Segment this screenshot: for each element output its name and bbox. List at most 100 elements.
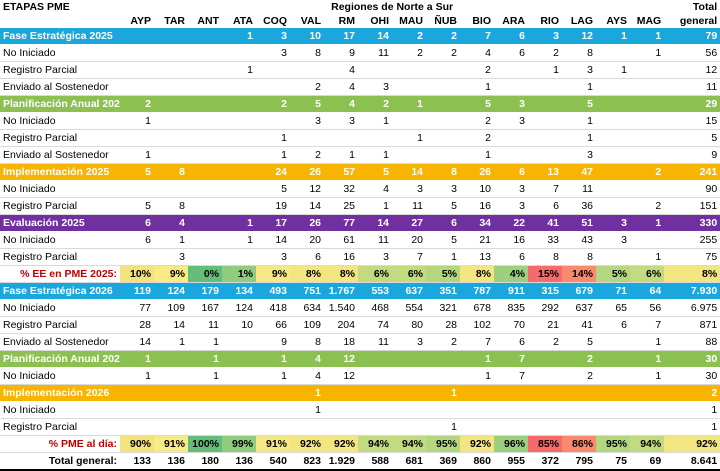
table-cell: 13: [528, 163, 562, 181]
column-header-ays: AYS: [606, 15, 627, 27]
table-cell: [392, 401, 426, 419]
table-cell: [426, 95, 460, 113]
row-label: Enviado al Sostenedor: [0, 333, 120, 351]
table-cell: 553: [358, 282, 392, 300]
table-cell: [528, 418, 562, 436]
table-cell: [154, 61, 188, 79]
table-cell: 77: [324, 214, 358, 232]
table-cell: [596, 350, 630, 368]
table-cell: [154, 384, 188, 402]
table-cell: 1: [426, 384, 460, 402]
table-cell: [596, 146, 630, 164]
table-cell: 3: [494, 112, 528, 130]
table-cell: 100%: [188, 435, 222, 453]
table-cell: 4%: [494, 265, 528, 283]
table-cell: 5: [120, 197, 154, 215]
table-cell: 17: [256, 214, 290, 232]
table-cell: 79: [664, 28, 720, 45]
table-cell: 2: [528, 44, 562, 62]
table-cell: [154, 78, 188, 96]
column-header-ñub: ÑUB: [434, 15, 457, 27]
table-cell: 94%: [358, 435, 392, 453]
table-row: Enviado al Sostenedor 1 1 2 1 1 1 3 9: [0, 146, 720, 164]
table-cell: 26: [290, 214, 324, 232]
table-cell: 540: [256, 452, 290, 471]
table-cell: 13: [460, 248, 494, 266]
percentage-row: % PME al día: 90% 91% 100% 99% 91% 92% 92% 94% 94…: [0, 435, 720, 453]
table-cell: [630, 418, 665, 436]
column-header-rm: RM: [338, 15, 355, 27]
table-cell: 2: [358, 95, 392, 113]
table-cell: 2: [562, 367, 596, 385]
table-cell: 19: [256, 197, 290, 215]
table-cell: 6: [494, 163, 528, 181]
table-cell: 30: [664, 367, 720, 385]
table-cell: 1: [630, 367, 665, 385]
table-cell: [120, 78, 154, 96]
table-cell: [392, 112, 426, 130]
table-cell: [426, 129, 460, 147]
table-cell: 36: [562, 197, 596, 215]
table-cell: 4: [290, 350, 324, 368]
table-cell: 74: [358, 316, 392, 334]
table-cell: 6: [596, 316, 630, 334]
table-cell: [494, 418, 528, 436]
table-cell: [562, 401, 596, 419]
table-cell: [222, 44, 256, 62]
row-label: No Iniciado: [0, 367, 120, 385]
table-cell: 8%: [460, 265, 494, 283]
table-cell: 4: [324, 78, 358, 96]
table-cell: [528, 129, 562, 147]
table-cell: 1: [664, 418, 720, 436]
table-cell: [222, 418, 256, 436]
table-cell: 3: [256, 28, 290, 45]
table-cell: 12: [562, 28, 596, 45]
table-cell: [222, 129, 256, 147]
table-row: No Iniciado 77 109 167 124 418 634 1.540 468 554 3…: [0, 299, 720, 317]
section-row: Planificación Anual 2025 2 2 5 4 2 1 5 3 5 29: [0, 95, 720, 113]
table-cell: 795: [562, 452, 596, 471]
table-cell: [324, 418, 358, 436]
table-cell: [188, 384, 222, 402]
table-cell: [120, 61, 154, 79]
table-cell: 3: [596, 214, 630, 232]
table-cell: [154, 146, 188, 164]
table-cell: [596, 367, 630, 385]
row-label: No Iniciado: [0, 299, 120, 317]
table-cell: [630, 146, 665, 164]
row-label: Registro Parcial: [0, 129, 120, 147]
row-label: % EE en PME 2025:: [0, 265, 120, 283]
row-label: Evaluación 2025: [0, 214, 120, 232]
table-cell: 3: [358, 248, 392, 266]
table-cell: 47: [562, 163, 596, 181]
table-cell: 3: [324, 112, 358, 130]
section-row: Planificación Anual 2026 1 1 1 4 12 1 7 2 1 30: [0, 350, 720, 368]
table-cell: 11: [188, 316, 222, 334]
table-cell: 418: [256, 299, 290, 317]
table-cell: 1: [290, 384, 324, 402]
table-cell: 2: [290, 78, 324, 96]
table-cell: 66: [256, 316, 290, 334]
table-cell: [358, 401, 392, 419]
row-label: % PME al día:: [0, 435, 120, 453]
table-cell: 16: [324, 248, 358, 266]
table-cell: 3: [392, 333, 426, 351]
table-cell: [120, 129, 154, 147]
row-label: Total general:: [0, 452, 120, 471]
table-cell: 1%: [222, 265, 256, 283]
table-cell: 1: [596, 61, 630, 79]
table-cell: 90%: [120, 435, 154, 453]
table-cell: [358, 418, 392, 436]
table-cell: [154, 180, 188, 198]
table-cell: 2: [528, 333, 562, 351]
table-cell: 1.929: [324, 452, 358, 471]
table-cell: 2: [426, 44, 460, 62]
table-cell: 20: [392, 231, 426, 249]
table-cell: [358, 350, 392, 368]
table-cell: 1: [460, 78, 494, 96]
table-cell: 1: [222, 28, 256, 45]
table-cell: 1: [154, 231, 188, 249]
table-cell: 5: [256, 180, 290, 198]
table-cell: 15: [664, 112, 720, 130]
table-cell: [494, 384, 528, 402]
